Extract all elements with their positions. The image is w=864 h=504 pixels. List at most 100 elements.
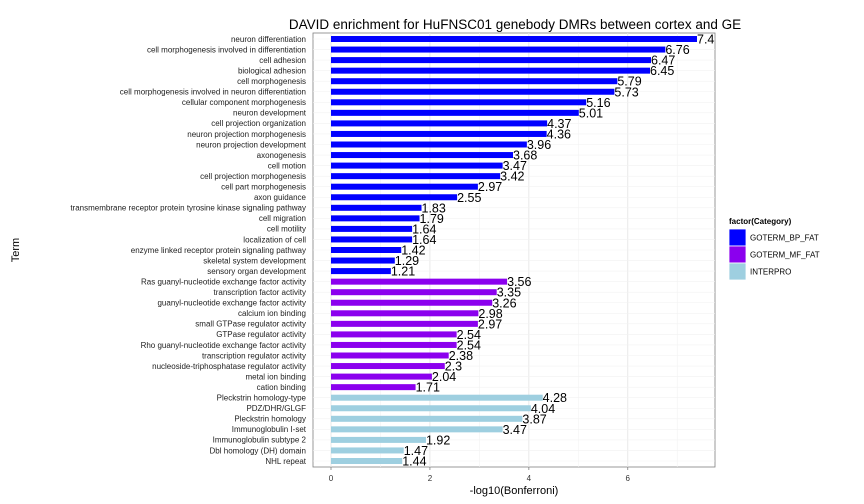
bar xyxy=(331,268,391,275)
term-label: biological adhesion xyxy=(238,66,306,75)
term-label: cell part morphogenesis xyxy=(221,183,306,192)
term-label: transcription factor activity xyxy=(214,288,306,297)
value-label: 3.47 xyxy=(503,159,527,173)
bar xyxy=(331,341,457,348)
value-label: 1.44 xyxy=(402,455,426,469)
value-label: 2.38 xyxy=(449,349,473,363)
term-label: nucleoside-triphosphatase regulator acti… xyxy=(152,362,306,371)
legend-swatch xyxy=(728,245,747,264)
term-label: PDZ/DHR/GLGF xyxy=(246,404,306,413)
x-axis-title: -log10(Bonferroni) xyxy=(470,485,559,497)
term-label: metal ion binding xyxy=(246,372,306,381)
y-axis-title: Term xyxy=(10,238,22,262)
value-label: 3.35 xyxy=(497,286,521,300)
bar xyxy=(331,183,478,190)
value-label: 4.36 xyxy=(547,127,571,141)
bar xyxy=(331,57,652,64)
bar xyxy=(331,299,493,306)
bar xyxy=(331,310,479,317)
bar xyxy=(331,426,503,433)
value-label: 1.79 xyxy=(420,212,444,226)
term-label: skeletal system development xyxy=(203,256,306,265)
bar xyxy=(331,320,478,327)
value-label: 3.87 xyxy=(522,412,546,426)
term-label: transcription regulator activity xyxy=(202,351,306,360)
bar xyxy=(331,46,666,53)
value-label: 4.04 xyxy=(531,402,555,416)
value-label: 1.71 xyxy=(416,381,440,395)
bar xyxy=(331,257,395,264)
value-label: 3.96 xyxy=(527,138,551,152)
term-label: Immunoglobulin subtype 2 xyxy=(213,436,307,445)
term-label: cell morphogenesis xyxy=(237,77,306,86)
bar xyxy=(331,173,501,180)
value-label: 1.64 xyxy=(412,233,436,247)
x-tick-label: 2 xyxy=(428,474,433,483)
term-label: enzyme linked receptor protein signaling… xyxy=(131,246,306,255)
value-label: 1.83 xyxy=(422,201,446,215)
legend-swatch xyxy=(728,262,747,281)
value-label: 2.98 xyxy=(478,307,502,321)
value-label: 5.01 xyxy=(579,106,603,120)
term-label: Pleckstrin homology-type xyxy=(217,394,307,403)
value-label: 2.97 xyxy=(478,180,502,194)
term-label: calcium ion binding xyxy=(238,309,306,318)
value-label: 3.42 xyxy=(500,170,524,184)
value-label: 1.92 xyxy=(426,433,450,447)
bar xyxy=(331,36,697,42)
value-label: 2.3 xyxy=(445,360,462,374)
value-labels: 7.46.766.476.455.795.735.165.014.374.363… xyxy=(391,33,715,469)
bar xyxy=(331,352,449,359)
x-tick-label: 6 xyxy=(626,474,631,483)
bar xyxy=(331,225,413,232)
bar xyxy=(331,331,457,338)
value-label: 2.97 xyxy=(478,317,502,331)
bar xyxy=(331,162,503,169)
term-label: transmembrane receptor protein tyrosine … xyxy=(70,204,306,213)
term-label: neuron projection morphogenesis xyxy=(187,130,306,139)
bar xyxy=(331,109,579,116)
bar xyxy=(331,447,404,454)
chart-title: DAVID enrichment for HuFNSC01 genebody D… xyxy=(289,17,741,32)
term-label: axon guidance xyxy=(254,193,307,202)
legend-items: GOTERM_BP_FAT GOTERM_MF_FAT INTERPRO xyxy=(728,228,820,281)
term-label: GTPase regulator activity xyxy=(216,330,306,339)
bar xyxy=(331,458,403,464)
term-label: cell projection morphogenesis xyxy=(200,172,306,181)
value-label: 1.47 xyxy=(404,444,428,458)
bar xyxy=(331,67,651,74)
bar xyxy=(331,236,413,243)
term-label: cell migration xyxy=(259,214,306,223)
value-label: 6.76 xyxy=(665,43,689,57)
term-label: cell adhesion xyxy=(259,56,306,65)
legend-label: GOTERM_BP_FAT xyxy=(750,234,819,243)
value-label: 3.47 xyxy=(503,423,527,437)
value-label: 6.45 xyxy=(650,64,674,78)
bar xyxy=(331,152,514,159)
value-label: 6.47 xyxy=(651,54,675,68)
term-label: NHL repeat xyxy=(265,457,306,466)
term-label: cell projection organization xyxy=(211,119,306,128)
bar xyxy=(331,436,426,443)
term-label: small GTPase regulator activity xyxy=(195,320,306,329)
value-label: 5.73 xyxy=(614,85,638,99)
bar xyxy=(331,394,543,401)
bar xyxy=(331,204,422,211)
term-label: guanyl-nucleotide exchange factor activi… xyxy=(157,299,306,308)
term-label: cell motility xyxy=(267,225,306,234)
term-label: cellular component morphogenesis xyxy=(182,98,306,107)
legend: factor(Category) GOTERM_BP_FAT GOTERM_MF_… xyxy=(728,217,820,281)
bar xyxy=(331,141,527,148)
term-label: cell morphogenesis involved in different… xyxy=(147,45,306,54)
bar xyxy=(331,384,416,391)
value-label: 1.29 xyxy=(395,254,419,268)
value-label: 4.28 xyxy=(543,391,567,405)
value-label: 3.68 xyxy=(513,149,537,163)
value-label: 2.55 xyxy=(457,191,481,205)
value-label: 7.4 xyxy=(697,33,714,47)
x-tick-label: 4 xyxy=(527,474,532,483)
term-label: axonogenesis xyxy=(257,151,306,160)
x-axis-ticks: 0 2 4 6 xyxy=(329,467,631,483)
x-tick-label: 0 xyxy=(329,474,334,483)
